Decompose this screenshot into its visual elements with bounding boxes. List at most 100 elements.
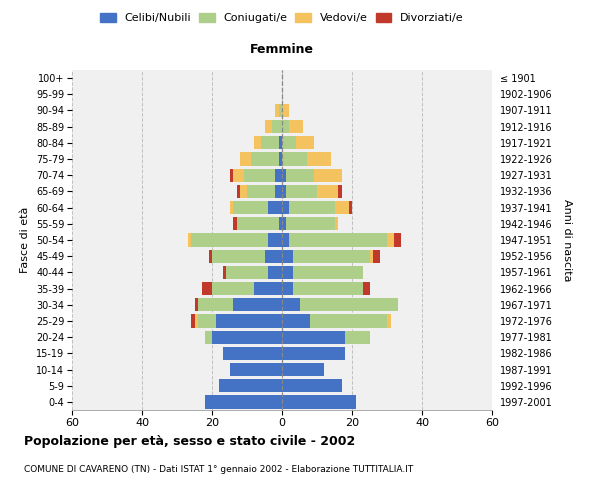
Bar [373,250,380,263]
Bar [229,168,233,182]
Bar [282,266,293,279]
Bar [362,282,370,295]
Bar [286,185,317,198]
Text: COMUNE DI CAVARENO (TN) - Dati ISTAT 1° gennaio 2002 - Elaborazione TUTTITALIA.I: COMUNE DI CAVARENO (TN) - Dati ISTAT 1° … [24,465,413,474]
Bar [289,234,387,246]
Bar [205,330,212,344]
Bar [282,298,299,312]
Bar [282,234,289,246]
Bar [282,363,324,376]
Bar [282,185,286,198]
Bar [387,314,391,328]
Bar [212,250,265,263]
Bar [187,234,191,246]
Bar [282,120,289,134]
Bar [286,217,335,230]
Bar [226,266,268,279]
Bar [268,234,282,246]
Bar [282,201,289,214]
Bar [282,250,293,263]
Bar [299,298,398,312]
Bar [387,234,394,246]
Bar [229,201,233,214]
Bar [202,282,212,295]
Bar [345,330,370,344]
Bar [244,168,275,182]
Bar [212,282,254,295]
Bar [282,396,355,408]
Bar [219,379,282,392]
Bar [205,396,282,408]
Text: Popolazione per età, sesso e stato civile - 2002: Popolazione per età, sesso e stato civil… [24,435,355,448]
Bar [191,314,194,328]
Bar [286,168,314,182]
Bar [289,120,303,134]
Bar [278,136,282,149]
Bar [240,185,247,198]
Bar [251,152,278,166]
Bar [282,168,286,182]
Bar [282,217,286,230]
Bar [338,185,341,198]
Text: Femmine: Femmine [250,44,314,57]
Bar [209,250,212,263]
Bar [247,185,275,198]
Bar [293,282,362,295]
Bar [278,152,282,166]
Bar [240,152,251,166]
Bar [293,250,370,263]
Bar [223,346,282,360]
Bar [349,201,352,214]
Bar [282,379,341,392]
Bar [307,152,331,166]
Bar [198,314,215,328]
Bar [233,298,282,312]
Bar [229,363,282,376]
Bar [282,136,296,149]
Bar [236,185,240,198]
Bar [233,217,236,230]
Bar [254,136,261,149]
Bar [310,314,387,328]
Bar [268,266,282,279]
Bar [370,250,373,263]
Bar [233,168,244,182]
Bar [282,346,345,360]
Bar [268,201,282,214]
Bar [335,217,338,230]
Bar [191,234,268,246]
Bar [278,217,282,230]
Bar [265,250,282,263]
Bar [282,104,289,117]
Bar [282,314,310,328]
Bar [275,168,282,182]
Bar [293,266,362,279]
Bar [194,314,198,328]
Bar [282,282,293,295]
Bar [282,152,307,166]
Bar [335,201,349,214]
Bar [394,234,401,246]
Bar [265,120,271,134]
Bar [275,104,278,117]
Bar [278,104,282,117]
Bar [282,330,345,344]
Bar [212,330,282,344]
Bar [236,217,278,230]
Bar [254,282,282,295]
Bar [289,201,335,214]
Bar [317,185,338,198]
Bar [314,168,341,182]
Bar [233,201,268,214]
Bar [271,120,282,134]
Y-axis label: Anni di nascita: Anni di nascita [562,198,572,281]
Bar [215,314,282,328]
Legend: Celibi/Nubili, Coniugati/e, Vedovi/e, Divorziati/e: Celibi/Nubili, Coniugati/e, Vedovi/e, Di… [98,10,466,26]
Bar [223,266,226,279]
Y-axis label: Fasce di età: Fasce di età [20,207,31,273]
Bar [261,136,278,149]
Bar [275,185,282,198]
Bar [194,298,198,312]
Bar [198,298,233,312]
Bar [296,136,314,149]
